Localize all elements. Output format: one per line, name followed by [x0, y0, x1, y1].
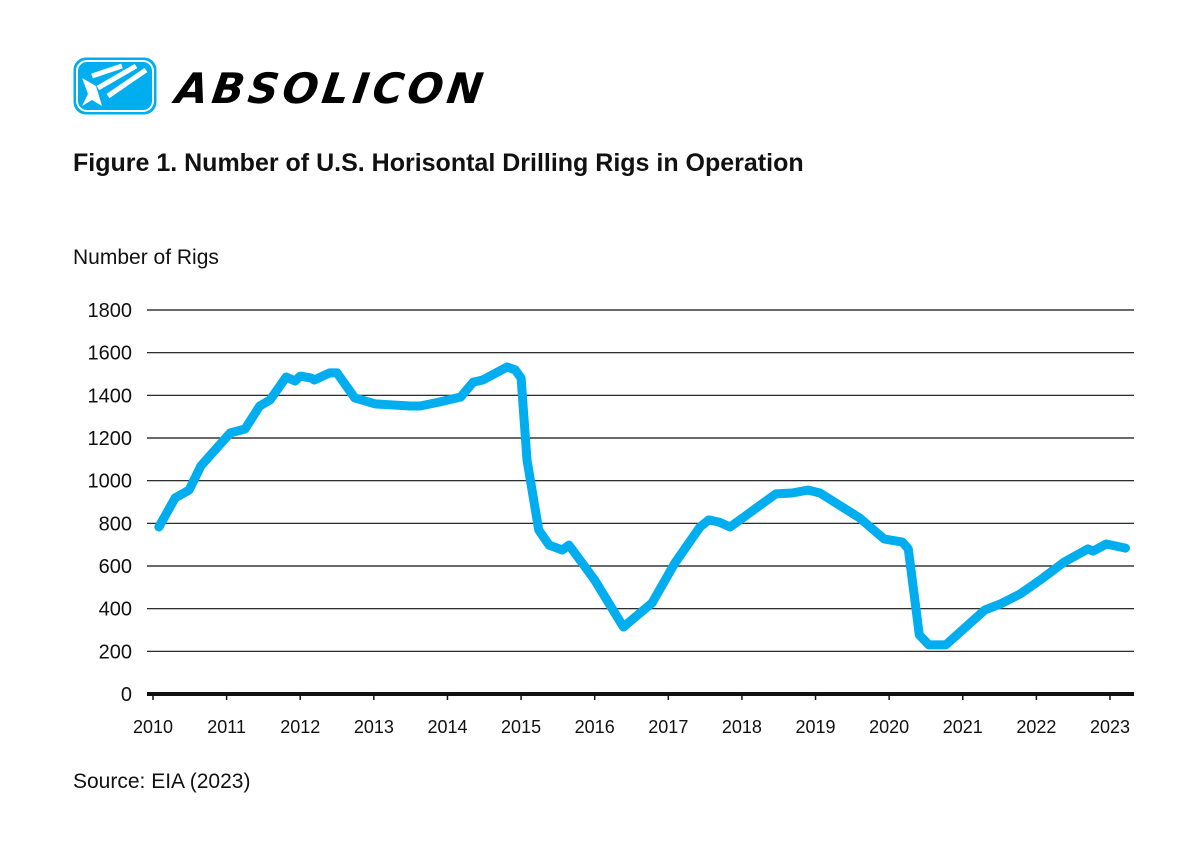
- x-tick-label: 2017: [648, 717, 688, 737]
- y-axis-label: Number of Rigs: [73, 246, 219, 269]
- x-tick-label: 2023: [1090, 717, 1130, 737]
- x-tick-label: 2015: [501, 717, 541, 737]
- y-tick-label: 1200: [88, 428, 133, 450]
- x-tick-label: 2016: [575, 717, 615, 737]
- x-tick-label: 2013: [354, 717, 394, 737]
- y-tick-label: 1600: [88, 343, 133, 365]
- x-tick-label: 2019: [796, 717, 836, 737]
- series-line-rigs: [154, 362, 1130, 650]
- y-tick-label: 400: [99, 599, 132, 621]
- absolicon-logo: [73, 57, 157, 115]
- x-tick-label: 2011: [207, 717, 246, 737]
- chart-title: Figure 1. Number of U.S. Horisontal Dril…: [73, 149, 804, 177]
- x-tick-label: 2018: [722, 717, 762, 737]
- x-tick-label: 2010: [133, 717, 173, 737]
- x-tick-label: 2021: [943, 717, 983, 737]
- source-note: Source: EIA (2023): [73, 770, 251, 793]
- y-tick-label: 1000: [88, 471, 133, 493]
- y-tick-label: 600: [99, 556, 132, 578]
- x-tick-label: 2012: [280, 717, 320, 737]
- x-tick-label: 2020: [869, 717, 909, 737]
- y-tick-label: 800: [99, 513, 132, 535]
- y-tick-label: 1400: [88, 385, 133, 407]
- x-tick-label: 2014: [427, 717, 467, 737]
- x-tick-label: 2022: [1016, 717, 1056, 737]
- y-tick-label: 200: [99, 641, 132, 663]
- y-tick-label: 1800: [88, 300, 133, 322]
- y-tick-label: 0: [121, 684, 132, 706]
